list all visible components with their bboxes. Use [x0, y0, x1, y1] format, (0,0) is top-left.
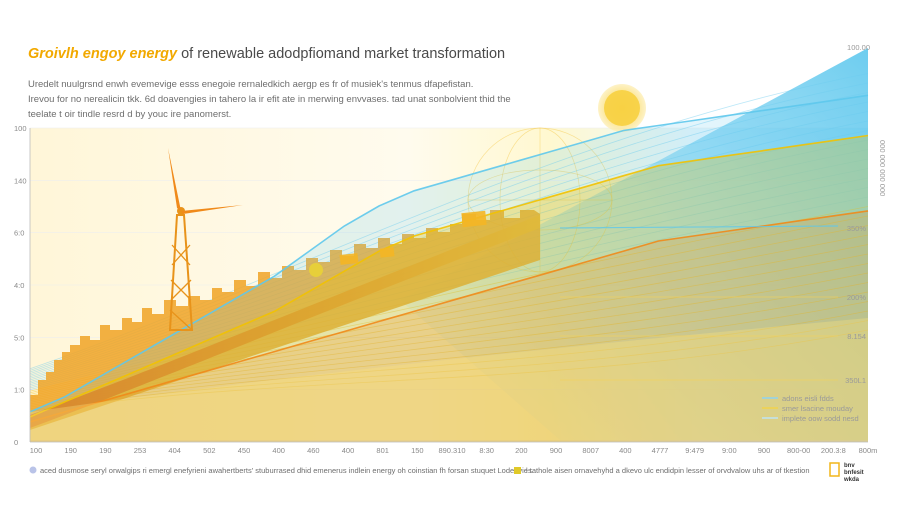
x-tick-label: 9:479 [685, 446, 704, 455]
logo-line-1: bnv [844, 463, 855, 469]
right-axis-label: 200% [847, 293, 867, 302]
footer-right-note: l tathole aisen ornavehyhd a dkevo ulc e… [526, 466, 810, 475]
publisher-logo: bnv bnfesit wkda [829, 462, 864, 483]
x-tick-label: 400 [619, 446, 632, 455]
y-tick-label: 0 [14, 438, 18, 447]
x-tick-label: 4777 [652, 446, 669, 455]
y-tick-label: 100 [14, 124, 27, 133]
right-guide-line [559, 225, 839, 229]
series-line [29, 210, 869, 423]
right-axis-label: 8.154 [847, 332, 866, 341]
y-tick-label: 4:0 [14, 281, 24, 290]
solar-panel-icons [339, 210, 487, 265]
x-tick-label: 800m [859, 446, 878, 455]
logo-line-3: wkda [843, 477, 860, 483]
x-tick-label: 253 [134, 446, 147, 455]
x-tick-labels: 100 190 190 253 404 502 450 400 460 400 801 150 890.… [30, 446, 878, 455]
wind-turbine-icon [140, 148, 243, 331]
series-line [29, 134, 869, 418]
x-tick-label: 890.310 [438, 446, 465, 455]
x-tick-label: 9:00 [722, 446, 737, 455]
bottom-wash [30, 318, 868, 440]
logo-line-2: bnfesit [844, 470, 864, 476]
series-layer [29, 94, 869, 443]
x-tick-label: 400 [272, 446, 285, 455]
right-axis-labels: 350% 200% 8.154 350L1 [845, 224, 866, 385]
x-tick-label: 800-00 [787, 446, 810, 455]
x-tick-label: 200.3:8 [821, 446, 846, 455]
right-vertical-label: 000 000 000 000 [878, 140, 887, 196]
orange-trend-band [30, 215, 540, 428]
x-tick-label: 190 [99, 446, 112, 455]
series-area [30, 95, 868, 443]
sun-icon [598, 84, 646, 132]
series-area [30, 135, 868, 442]
x-tick-label: 200 [515, 446, 528, 455]
fan-line [29, 310, 869, 410]
x-tick-label: 8007 [582, 446, 599, 455]
y-tick-label: 140 [14, 176, 27, 185]
y-tick-label: 5:0 [14, 333, 24, 342]
logo-mark-icon [829, 462, 840, 477]
footer-right-bullet-icon [514, 467, 521, 474]
y-tick-labels: 100 140 6:0 4:0 5:0 1:0 0 [14, 124, 27, 447]
title-highlight: Groivlh engoy energy [28, 46, 178, 62]
x-tick-label: 900 [758, 446, 771, 455]
y-tick-label: 1:0 [14, 386, 24, 395]
blue-light-fan [400, 48, 868, 440]
series-area [30, 210, 868, 442]
footer-left-bullet-icon [29, 466, 37, 474]
legend-entry: smer lsacine mouday [782, 404, 853, 413]
x-tick-label: 801 [376, 446, 389, 455]
x-tick-label: 900 [550, 446, 563, 455]
x-tick-label: 100 [30, 446, 43, 455]
right-axis-label: 350L1 [845, 376, 866, 385]
y-tick-label: 6:0 [14, 229, 24, 238]
legend-entry: implete oow sodd nesd [782, 414, 859, 423]
x-tick-label: 502 [203, 446, 216, 455]
x-tick-label: 150 [411, 446, 424, 455]
fan-line [29, 320, 869, 411]
small-sun-icon [309, 263, 323, 277]
footer-left-note: aced dusmose seryl orwalgips ri emergl e… [40, 466, 534, 475]
top-right-label: 100.00 [847, 43, 870, 52]
fan-line [29, 329, 869, 413]
x-tick-label: 190 [64, 446, 77, 455]
right-guide-lines [559, 225, 839, 381]
description-line-3: teelate t oir tindle resrd d by youc ire… [28, 109, 231, 120]
x-tick-label: 8:30 [479, 446, 494, 455]
title-rest: of renewable adodpfiomand market transfo… [177, 46, 505, 62]
chart-title: Groivlh engoy energy of renewable adodpf… [28, 46, 505, 62]
x-tick-label: 460 [307, 446, 320, 455]
description-line-1: Uredelt nuulgrsnd enwh evemevige esss en… [28, 79, 473, 90]
x-tick-label: 404 [168, 446, 181, 455]
x-tick-label: 450 [238, 446, 251, 455]
right-axis-label: 350% [847, 224, 867, 233]
description-line-2: Irevou for no nerealicin tkk. 6d doaveng… [28, 94, 511, 105]
x-tick-label: 400 [342, 446, 355, 455]
series-line [29, 94, 869, 413]
legend-entry: adons eisli fdds [782, 394, 834, 403]
